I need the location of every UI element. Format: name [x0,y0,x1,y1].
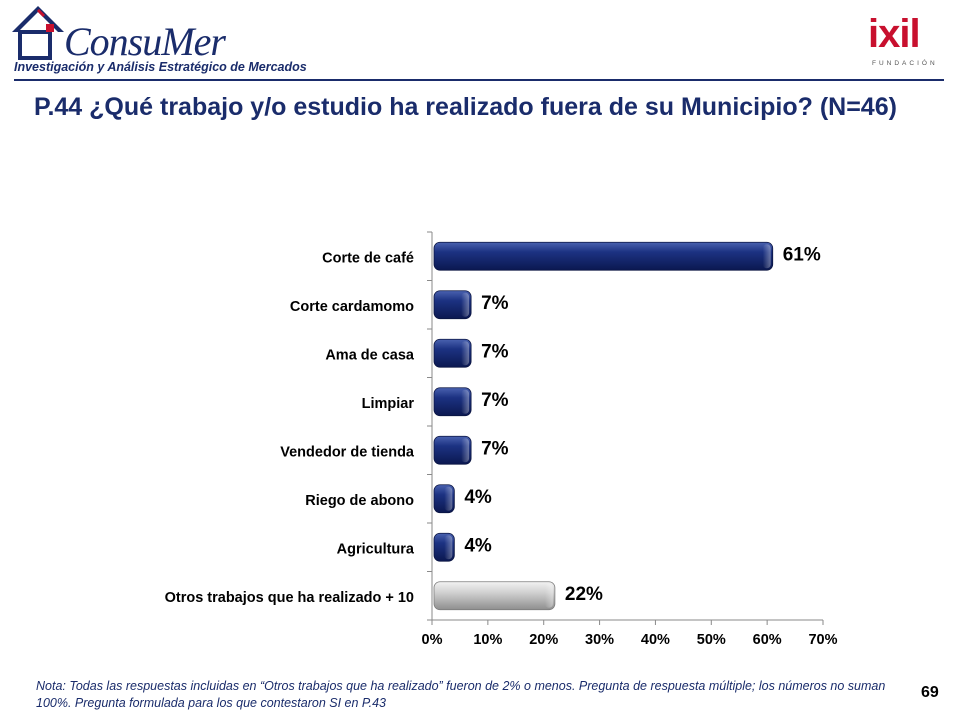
bar [433,241,774,271]
logo-tagline: Investigación y Análisis Estratégico de … [14,60,307,74]
header-divider [14,79,944,81]
bar-cap [461,389,470,414]
x-tick-label: 70% [808,632,837,648]
bar-cap [461,438,470,463]
data-label: 7% [481,390,509,411]
bar-cap [762,244,771,269]
data-label: 7% [481,438,509,459]
ixil-logo-sub: FUNDACIÓN [872,60,938,67]
bar [433,338,472,368]
x-tick-label: 60% [753,632,782,648]
consumer-logo: ConsuMer Investigación y Análisis Estrat… [8,4,308,78]
x-tick-label: 20% [529,632,558,648]
category-label: Limpiar [362,396,415,412]
bar-cap [444,486,453,511]
data-label: 7% [481,293,509,314]
x-tick-label: 0% [422,632,443,648]
bar-cap [461,292,470,317]
bar [433,581,556,611]
ixil-logo-word: ixil [868,12,921,56]
logo-name: ConsuMer [64,19,226,64]
bar-body [433,241,774,271]
category-label: Riego de abono [305,493,414,509]
bar-cap [444,535,453,560]
x-tick-label: 10% [473,632,502,648]
category-label: Corte de café [322,250,414,266]
house-icon [12,6,64,60]
bar [433,532,455,562]
page-number: 69 [921,684,939,701]
bar-body [433,581,556,611]
category-label: Otros trabajos que ha realizado + 10 [165,590,414,606]
category-label: Corte cardamomo [290,299,414,315]
data-label: 4% [464,535,492,556]
bar [433,435,472,465]
category-label: Vendedor de tienda [280,444,415,460]
page-title: P.44 ¿Qué trabajo y/o estudio ha realiza… [34,93,897,121]
bar [433,484,455,514]
bar-cap [461,341,470,366]
category-label: Ama de casa [325,347,415,363]
category-label: Agricultura [337,541,415,557]
x-tick-label: 40% [641,632,670,648]
ixil-logo: ixil FUNDACIÓN [868,12,935,74]
data-label: 61% [783,244,821,265]
x-tick-label: 30% [585,632,614,648]
data-label: 22% [565,584,603,605]
bar [433,290,472,320]
data-label: 4% [464,487,492,508]
x-tick-label: 50% [697,632,726,648]
bar [433,387,472,417]
footnote: Nota: Todas las respuestas incluidas en … [36,679,886,710]
data-label: 7% [481,341,509,362]
bar-cap [544,583,553,608]
